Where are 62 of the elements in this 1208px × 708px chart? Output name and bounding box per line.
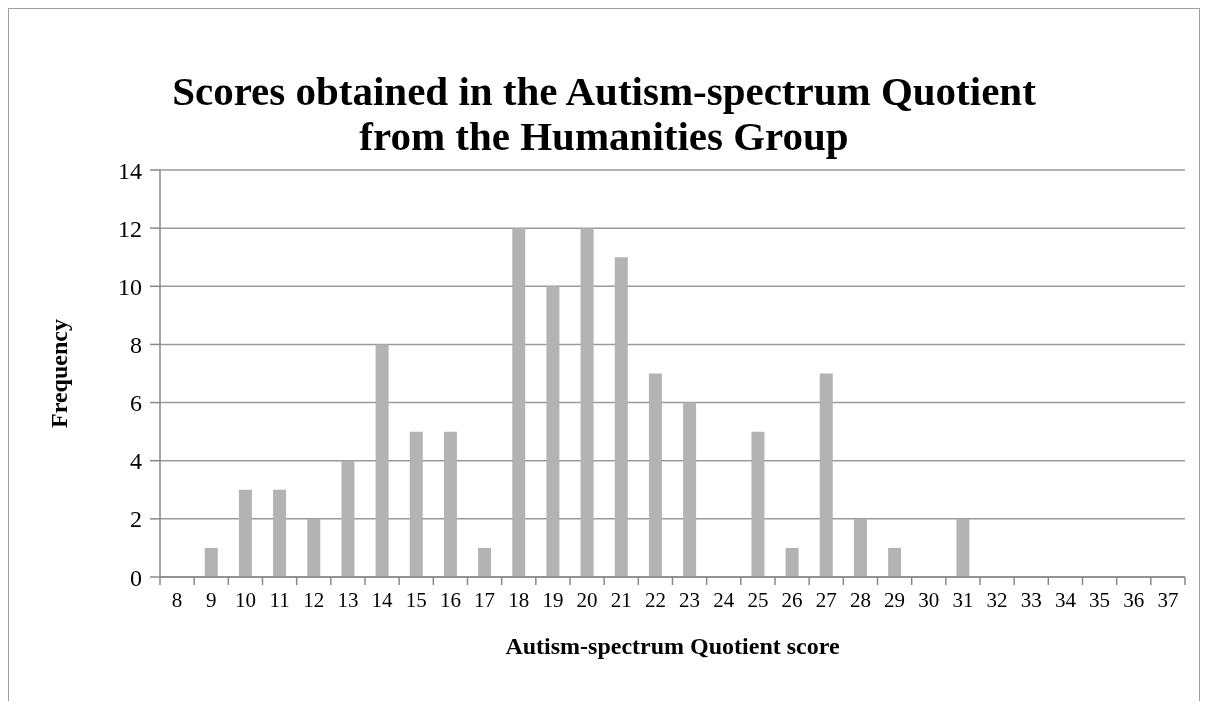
bar <box>580 228 594 577</box>
y-tick-label: 2 <box>130 506 142 533</box>
x-tick-label: 36 <box>1123 588 1145 612</box>
x-tick-label: 25 <box>747 588 769 612</box>
x-tick-label: 23 <box>679 588 701 612</box>
x-tick-label: 10 <box>234 588 256 612</box>
bar <box>546 286 560 577</box>
x-tick-label: 35 <box>1089 588 1111 612</box>
x-tick-label: 13 <box>337 588 359 612</box>
bar <box>341 460 355 577</box>
bar <box>375 344 389 577</box>
bar <box>785 547 799 577</box>
x-tick-label: 30 <box>918 588 940 612</box>
bar <box>819 373 833 577</box>
x-tick-label: 8 <box>171 588 183 612</box>
bar <box>238 489 252 577</box>
bar <box>409 431 423 577</box>
y-tick-label: 12 <box>118 215 142 242</box>
x-tick-label: 16 <box>439 588 461 612</box>
x-tick-label: 34 <box>1054 588 1077 612</box>
bar <box>853 518 867 577</box>
bar <box>307 518 321 577</box>
x-tick-label: 37 <box>1157 588 1179 612</box>
y-axis-title: Frequency <box>45 319 72 428</box>
x-tick-label: 18 <box>508 588 530 612</box>
x-tick-label: 28 <box>849 588 871 612</box>
y-tick-label: 14 <box>118 157 142 184</box>
y-tick-label: 8 <box>130 331 142 358</box>
bar <box>273 489 287 577</box>
x-tick-label: 31 <box>952 588 974 612</box>
x-tick-label: 11 <box>269 588 290 612</box>
y-tick-label: 6 <box>130 390 142 417</box>
bar <box>888 547 902 577</box>
x-tick-label: 9 <box>206 588 217 612</box>
y-tick-label: 10 <box>118 273 142 300</box>
bar <box>443 431 457 577</box>
bar <box>683 402 697 577</box>
x-tick-label: 33 <box>1020 588 1042 612</box>
x-tick-label: 14 <box>371 588 394 612</box>
x-tick-label: 32 <box>986 588 1008 612</box>
x-tick-label: 26 <box>781 588 803 612</box>
x-tick-label: 17 <box>474 588 496 612</box>
x-tick-label: 24 <box>713 588 735 612</box>
x-tick-label: 19 <box>542 588 564 612</box>
bar <box>956 518 970 577</box>
x-axis-title: Autism-spectrum Quotient score <box>505 633 840 659</box>
x-tick-label: 21 <box>610 588 632 612</box>
bar <box>478 547 492 577</box>
bar <box>512 228 526 577</box>
bar <box>648 373 662 577</box>
x-tick-label: 29 <box>884 588 906 612</box>
y-tick-label: 0 <box>130 564 142 591</box>
x-tick-label: 20 <box>576 588 598 612</box>
chart-title: Scores obtained in the Autism-spectrum Quotient from the Humanities Group <box>171 68 1037 159</box>
bar <box>751 431 765 577</box>
bar <box>614 257 628 577</box>
x-tick-label: 27 <box>815 588 837 612</box>
x-tick-label: 15 <box>405 588 427 612</box>
x-tick-label: 12 <box>303 588 325 612</box>
x-tick-label: 22 <box>644 588 666 612</box>
bar <box>204 547 218 577</box>
y-tick-label: 4 <box>130 448 142 475</box>
